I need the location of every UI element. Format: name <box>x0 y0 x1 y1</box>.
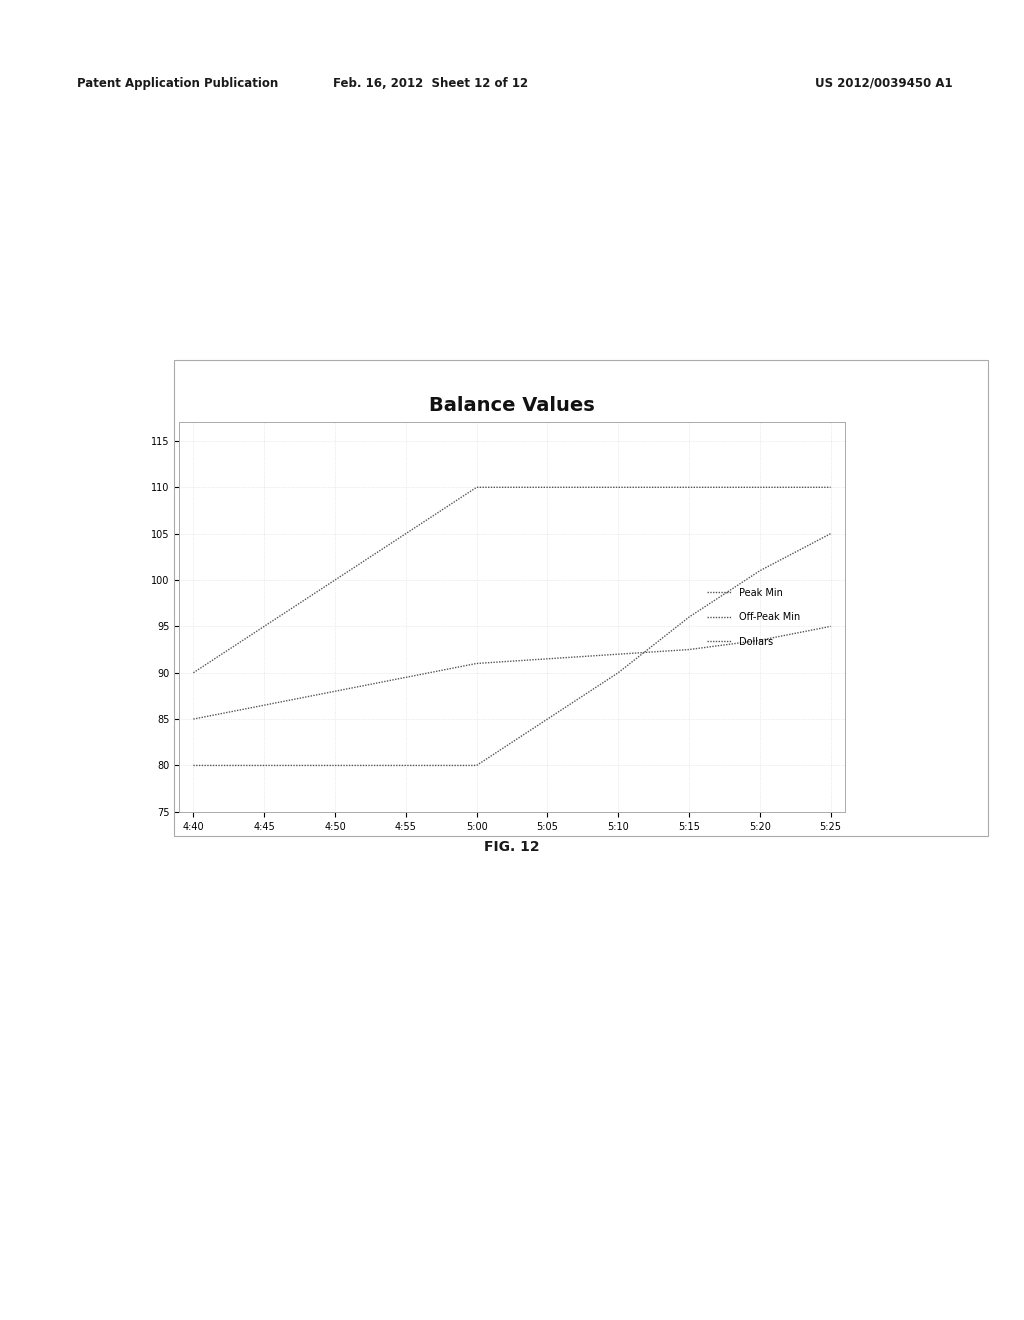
Title: Balance Values: Balance Values <box>429 396 595 416</box>
Text: FIG. 12: FIG. 12 <box>484 841 540 854</box>
Text: Patent Application Publication: Patent Application Publication <box>77 77 279 90</box>
Text: Feb. 16, 2012  Sheet 12 of 12: Feb. 16, 2012 Sheet 12 of 12 <box>333 77 527 90</box>
Text: US 2012/0039450 A1: US 2012/0039450 A1 <box>815 77 952 90</box>
Legend: Peak Min, Off-Peak Min, Dollars: Peak Min, Off-Peak Min, Dollars <box>703 583 804 651</box>
Bar <box>179 422 845 812</box>
